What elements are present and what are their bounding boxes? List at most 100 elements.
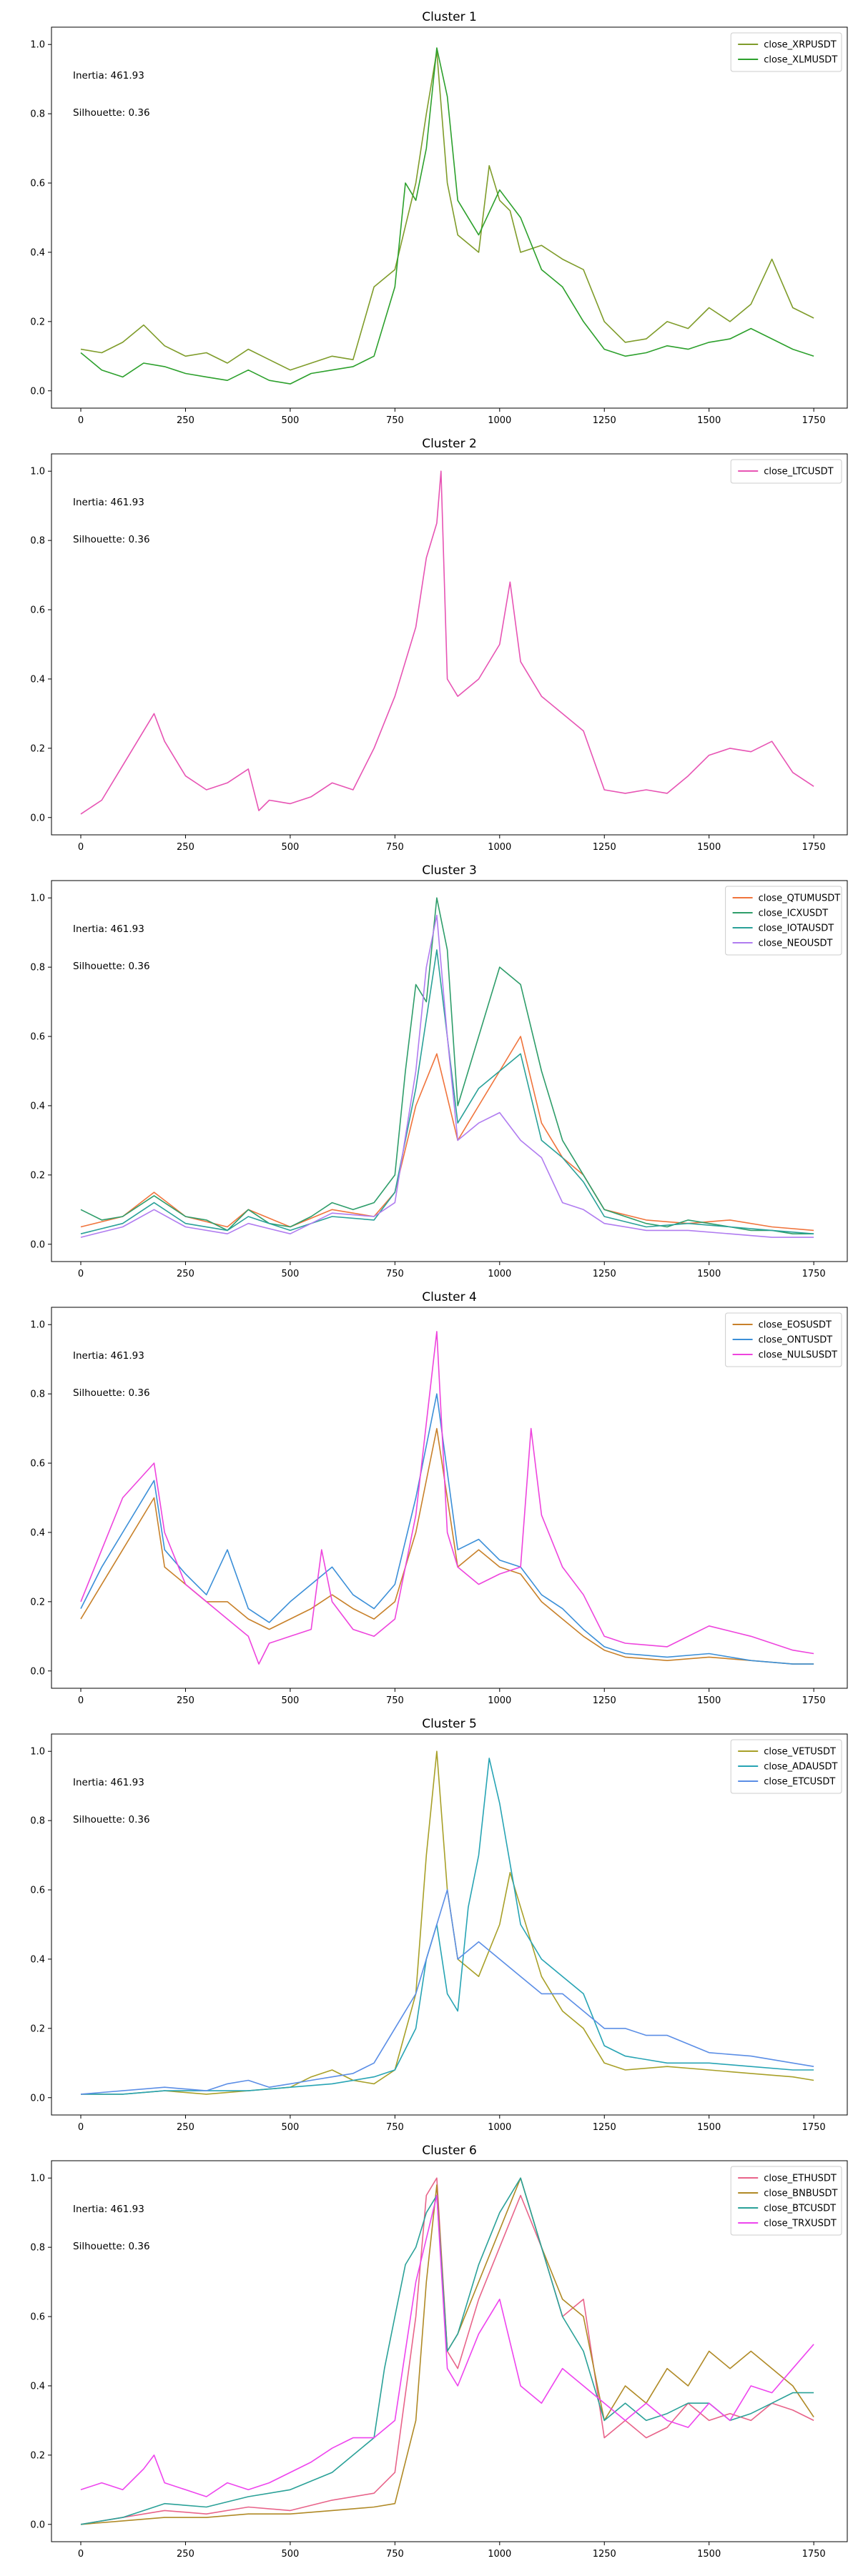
- annotation-text: Inertia: 461.93: [73, 923, 144, 935]
- series-line-close_BNBUSDT: [80, 2177, 814, 2525]
- axes-frame: [51, 880, 848, 1262]
- x-tick-label: 0: [78, 842, 84, 853]
- series-line-close_ETHUSDT: [80, 2177, 814, 2525]
- legend-box: [730, 1739, 842, 1794]
- y-tick-label: 0.6: [30, 1886, 45, 1896]
- series-line-close_ADAUSDT: [81, 1758, 814, 2095]
- y-tick-label: 0.0: [30, 813, 45, 823]
- x-tick-label: 1250: [593, 2549, 616, 2560]
- annotation-text: Silhouette: 0.36: [73, 1387, 150, 1399]
- x-tick-label: 1250: [593, 842, 616, 853]
- x-tick-label: 500: [281, 415, 299, 426]
- chart-title: Cluster 1: [422, 10, 477, 24]
- y-tick-label: 0.0: [30, 1239, 45, 1250]
- y-tick-label: 0.2: [30, 1597, 45, 1607]
- cluster-panel-6: Cluster 6 0 250 500 750 1000 1250 1500 1750 0.0 0.…: [30, 2144, 848, 2560]
- legend-entry: close_ICXUSDT: [759, 908, 829, 919]
- series-line-close_XLMUSDT: [80, 47, 814, 385]
- x-tick-label: 1750: [802, 2549, 826, 2560]
- x-tick-label: 250: [177, 415, 194, 426]
- legend: close_LTCUSDT: [730, 459, 842, 484]
- legend-entry: close_QTUMUSDT: [759, 893, 841, 904]
- series-lines: [80, 47, 814, 385]
- series-lines: [80, 897, 814, 1238]
- y-tick-label: 0.8: [30, 2243, 45, 2254]
- annotation-text: Silhouette: 0.36: [73, 2241, 150, 2252]
- legend-entry: close_LTCUSDT: [764, 467, 833, 477]
- y-tick-label: 0.8: [30, 1389, 45, 1400]
- series-line-close_BTCUSDT: [80, 2177, 814, 2525]
- annotation-text: Inertia: 461.93: [73, 2204, 144, 2215]
- x-tick-label: 1500: [697, 2122, 721, 2133]
- annotation-text: Inertia: 461.93: [73, 497, 144, 508]
- annotation-text: Inertia: 461.93: [73, 70, 144, 81]
- legend-box: [725, 1312, 842, 1367]
- axes-frame: [51, 1307, 848, 1689]
- series-line-close_QTUMUSDT: [80, 1036, 814, 1232]
- x-tick-label: 1750: [802, 1269, 826, 1279]
- y-tick-label: 1.0: [30, 1747, 45, 1758]
- x-tick-label: 1750: [802, 2122, 826, 2133]
- x-tick-label: 1500: [697, 1695, 721, 1706]
- series-line-close_ETCUSDT: [80, 1889, 814, 2095]
- x-tick-label: 1000: [488, 842, 511, 853]
- x-tick-label: 1500: [697, 842, 721, 853]
- x-tick-label: 1250: [593, 1695, 616, 1706]
- y-tick-label: 0.4: [30, 674, 45, 685]
- y-tick-label: 0.4: [30, 1101, 45, 1111]
- series-lines: [80, 1331, 814, 1665]
- legend-entry: close_NEOUSDT: [759, 938, 833, 949]
- legend-entry: close_ONTUSDT: [759, 1335, 833, 1346]
- y-tick-label: 0.0: [30, 2520, 45, 2530]
- x-tick-label: 500: [281, 2122, 299, 2133]
- chart-title: Cluster 4: [422, 1290, 477, 1304]
- y-tick-label: 0.4: [30, 1954, 45, 1965]
- series-line-close_ICXUSDT: [80, 897, 814, 1234]
- x-tick-label: 250: [177, 842, 194, 853]
- x-tick-label: 1250: [593, 1269, 616, 1279]
- x-tick-label: 0: [78, 2122, 84, 2133]
- cluster-panel-1: Cluster 1 0 250 500 750 1000 1250 1500 1750 0.0 0.…: [30, 10, 848, 426]
- x-tick-label: 500: [281, 1269, 299, 1279]
- y-tick-label: 0.2: [30, 317, 45, 327]
- x-tick-label: 1000: [488, 1269, 511, 1279]
- annotation-text: Inertia: 461.93: [73, 1350, 144, 1362]
- y-tick-label: 0.4: [30, 247, 45, 258]
- x-tick-label: 750: [386, 842, 404, 853]
- axes-frame: [51, 2160, 848, 2542]
- x-tick-label: 500: [281, 1695, 299, 1706]
- series-line-close_NULSUSDT: [80, 1331, 814, 1665]
- chart-title: Cluster 5: [422, 1717, 477, 1731]
- chart-title: Cluster 3: [422, 863, 477, 878]
- y-tick-label: 1.0: [30, 893, 45, 904]
- x-tick-label: 1250: [593, 2122, 616, 2133]
- legend-entry: close_BTCUSDT: [764, 2204, 836, 2214]
- x-tick-label: 500: [281, 842, 299, 853]
- y-tick-label: 0.4: [30, 2381, 45, 2392]
- x-tick-label: 1000: [488, 1695, 511, 1706]
- y-tick-label: 0.8: [30, 963, 45, 974]
- series-line-close_LTCUSDT: [80, 470, 814, 815]
- x-tick-label: 250: [177, 2122, 194, 2133]
- axes-frame: [51, 453, 848, 836]
- legend-entry: close_ETCUSDT: [764, 1777, 835, 1788]
- x-tick-label: 1500: [697, 1269, 721, 1279]
- legend-box: [730, 32, 842, 72]
- x-tick-label: 750: [386, 415, 404, 426]
- legend-entry: close_EOSUSDT: [759, 1320, 832, 1331]
- x-tick-label: 1750: [802, 415, 826, 426]
- y-tick-label: 0.2: [30, 2450, 45, 2461]
- legend-entry: close_BNBUSDT: [764, 2189, 837, 2199]
- legend: close_VETUSDT close_ADAUSDT close_ETCUSDT: [730, 1739, 842, 1794]
- legend-entry: close_VETUSDT: [764, 1747, 836, 1758]
- series-line-close_TRXUSDT: [80, 2194, 814, 2497]
- y-tick-label: 0.2: [30, 2023, 45, 2034]
- x-tick-label: 1500: [697, 415, 721, 426]
- annotation-text: Silhouette: 0.36: [73, 534, 150, 545]
- cluster-panel-5: Cluster 5 0 250 500 750 1000 1250 1500 1750 0.0 0.…: [30, 1717, 848, 2133]
- x-tick-label: 750: [386, 1269, 404, 1279]
- x-tick-label: 0: [78, 1695, 84, 1706]
- annotation-text: Silhouette: 0.36: [73, 961, 150, 972]
- x-tick-label: 1000: [488, 415, 511, 426]
